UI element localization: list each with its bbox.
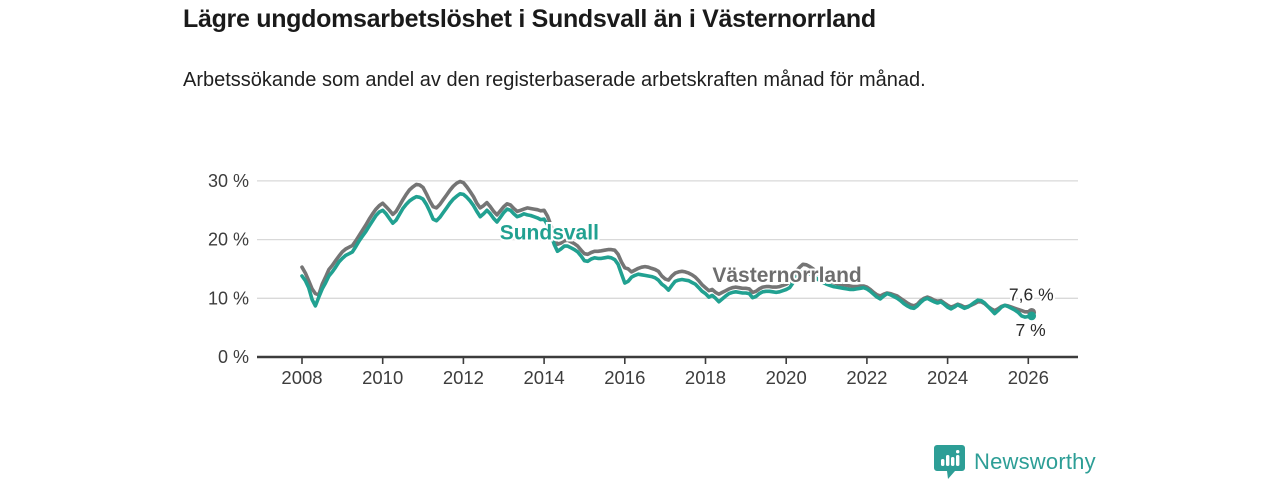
- series-end-dot-sundsvall: [1027, 311, 1037, 321]
- x-axis-label-2026: 2026: [1008, 367, 1049, 388]
- x-axis-label-2016: 2016: [604, 367, 645, 388]
- x-axis-label-2012: 2012: [443, 367, 484, 388]
- chart-subtitle: Arbetssökande som andel av den registerb…: [183, 69, 926, 91]
- x-axis-label-2020: 2020: [766, 367, 807, 388]
- y-axis-label-0: 0 %: [218, 347, 249, 367]
- bar-4: [956, 455, 960, 466]
- series-label-sundsvall: Sundsvall: [500, 222, 599, 245]
- y-axis-label-20: 20 %: [208, 230, 249, 250]
- x-axis-label-2014: 2014: [524, 367, 565, 388]
- x-axis-label-2010: 2010: [362, 367, 403, 388]
- series-line-sundsvall: [300, 192, 1034, 319]
- bar-2: [946, 455, 950, 466]
- badge-shape: [934, 445, 965, 479]
- bar-1: [941, 459, 945, 466]
- x-axis-label-2008: 2008: [281, 367, 322, 388]
- bar-chart-badge-icon: [934, 445, 965, 479]
- bar-dot: [956, 450, 960, 454]
- x-axis-label-2024: 2024: [927, 367, 968, 388]
- y-axis-label-10: 10 %: [208, 288, 249, 308]
- x-axis-label-2022: 2022: [846, 367, 887, 388]
- chart-title: Lägre ungdomsarbetslöshet i Sundsvall än…: [183, 5, 876, 33]
- newsworthy-wordmark: Newsworthy: [974, 449, 1096, 474]
- y-axis-label-30: 30 %: [208, 171, 249, 191]
- end-value-label-sundsvall: 7 %: [1016, 320, 1046, 340]
- newsworthy-brand: Newsworthy: [933, 444, 1096, 480]
- bar-3: [951, 457, 955, 466]
- x-axis-label-2018: 2018: [685, 367, 726, 388]
- series-line-vasternorrland: [300, 179, 1034, 315]
- series-label-vasternorrland: Västernorrland: [712, 264, 861, 287]
- end-value-label-vasternorrland: 7,6 %: [1009, 284, 1054, 304]
